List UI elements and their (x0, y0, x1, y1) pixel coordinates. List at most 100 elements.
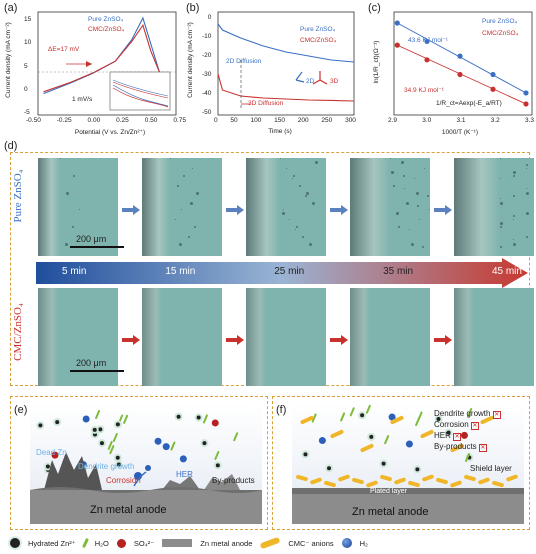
cmc-anion-mark (338, 474, 350, 482)
panel-b-2d-label: 2D (306, 78, 315, 85)
byproducts-label: By-products (212, 476, 255, 485)
h2o-mark (123, 414, 129, 424)
cmc-anion-mark (296, 474, 308, 482)
scale-bar-label-2: 200 μm (76, 358, 107, 368)
panel-c-xticks: 2.9 3.0 3.1 3.2 3.3 (388, 117, 534, 124)
cmc-anion-mark (330, 429, 344, 439)
tick-label: -30 (202, 71, 212, 78)
tick-label: 5 (24, 62, 28, 70)
time-label: 15 min (165, 266, 196, 277)
cmc-anion-mark (480, 415, 494, 425)
tick-label: 200 (297, 117, 309, 124)
h2-icon (341, 538, 352, 548)
issue-item: Dendrite growth ✕ (434, 408, 501, 419)
arrow-right-icon (226, 202, 244, 220)
panel-f-letter: (f) (276, 404, 287, 416)
hydrated-zn-mark (200, 439, 209, 448)
cmc-anion-mark (408, 480, 420, 488)
data-point (394, 42, 400, 48)
cmc-anion-mark (478, 477, 490, 485)
panel-c-legend-cmc: CMC/ZnSO₄ (482, 30, 519, 37)
panel-d-letter: (d) (4, 140, 18, 152)
tick-label: -0.25 (56, 117, 72, 124)
h2o-mark (465, 452, 471, 462)
legend-so4: SO₄²⁻ (133, 538, 155, 548)
cmc-anion-mark (450, 443, 464, 453)
micrograph (350, 288, 430, 386)
cmc-anion-mark (394, 477, 406, 485)
panel-d-row1-label: Pure ZnSO₄ (12, 169, 24, 223)
panel-a-de-annotation: ΔE=17 mV (48, 46, 80, 53)
h2o-mark (349, 407, 355, 417)
scale-bar-label-1: 200 μm (76, 234, 107, 244)
anode-swatch-icon (162, 539, 193, 547)
time-arrow (36, 258, 528, 288)
tick-label: 0.50 (144, 117, 158, 124)
data-point (523, 101, 529, 107)
panel-d-row2-label: CMC/ZnSO₄ (12, 303, 24, 361)
cmc-anion-mark (422, 474, 434, 482)
micrograph (246, 288, 326, 386)
cmc-anion-mark (310, 477, 322, 485)
panel-b-legend-pure: Pure ZnSO₄ (300, 26, 336, 33)
scale-bar-1 (70, 246, 124, 248)
panel-b-yticks: 0 -10 -20 -30 -40 -50 (202, 14, 211, 116)
h2o-mark (202, 414, 208, 424)
cross-icon: ✕ (478, 444, 487, 452)
panel-f-list: Dendrite growth ✕ Corrosion ✕ HER ✕ By-p… (434, 408, 501, 452)
series-line (43, 23, 160, 93)
h2-mark (162, 443, 170, 451)
issue-label: HER (434, 431, 451, 440)
panel-c-ylabel: ln(1/R_ct)(Ω⁻¹) (373, 40, 380, 84)
shield-layer-label: Shield layer (470, 464, 512, 473)
hydrated-zn-mark (358, 411, 367, 420)
panel-a-rate-annotation: 1 mV/s (72, 96, 93, 103)
h2o-mark (340, 412, 346, 422)
cmc-anion-mark (300, 415, 314, 425)
time-label: 5 min (62, 266, 87, 277)
h2-mark (179, 455, 187, 463)
legend-cmc: CMC⁻ anions (288, 538, 334, 548)
arrow-right-icon (122, 202, 140, 220)
panel-f-anode-label: Zn metal anode (352, 506, 429, 518)
h2o-mark (467, 408, 473, 418)
hydrated-zn-mark (97, 439, 106, 448)
panel-a-xticks: -0.50 -0.25 0.00 0.25 0.50 0.75 (26, 117, 186, 124)
micrograph (454, 158, 534, 256)
legend-h2o: H₂O (94, 538, 109, 548)
cmc-anion-mark (360, 443, 374, 453)
time-label: 25 min (274, 266, 305, 277)
series-line (43, 16, 160, 95)
panel-b-2d-diffusion: 2D Diffusion (226, 58, 262, 65)
tick-label: 0.25 (116, 117, 129, 124)
panel-a-letter: (a) (4, 2, 18, 14)
series-line (217, 23, 355, 63)
h2o-mark (214, 451, 220, 461)
panel-f-scene (292, 404, 524, 524)
h2-mark (154, 437, 162, 445)
hydrated-zn-mark (413, 465, 422, 474)
hydrated-zn-mark (113, 453, 122, 462)
hydrated-zn-mark (174, 412, 183, 421)
panel-b-3d-label: 3D (330, 78, 339, 85)
cmc-anion-mark (506, 474, 518, 482)
data-point (457, 53, 463, 59)
tick-label: 3.2 (490, 117, 500, 124)
panel-c-annot-cmc: 34.9 KJ mol⁻¹ (404, 87, 444, 94)
cmc-anion-mark (450, 480, 462, 488)
h2o-mark (233, 432, 239, 442)
panel-b-xlabel: Time (s) (268, 128, 292, 135)
data-point (490, 86, 496, 92)
panel-b-letter: (b) (186, 2, 200, 14)
cmc-anion-mark (464, 474, 476, 482)
data-point (424, 57, 430, 63)
cmc-anion-mark (380, 474, 392, 482)
h2-mark (82, 415, 90, 423)
micrograph (350, 158, 430, 256)
panel-c-letter: (c) (368, 2, 381, 14)
panel-c-legend-pure: Pure ZnSO₄ (482, 18, 518, 25)
h2o-mark (95, 410, 101, 420)
micrograph (142, 288, 222, 386)
cmc-anion-mark (436, 477, 448, 485)
data-point (424, 38, 430, 45)
